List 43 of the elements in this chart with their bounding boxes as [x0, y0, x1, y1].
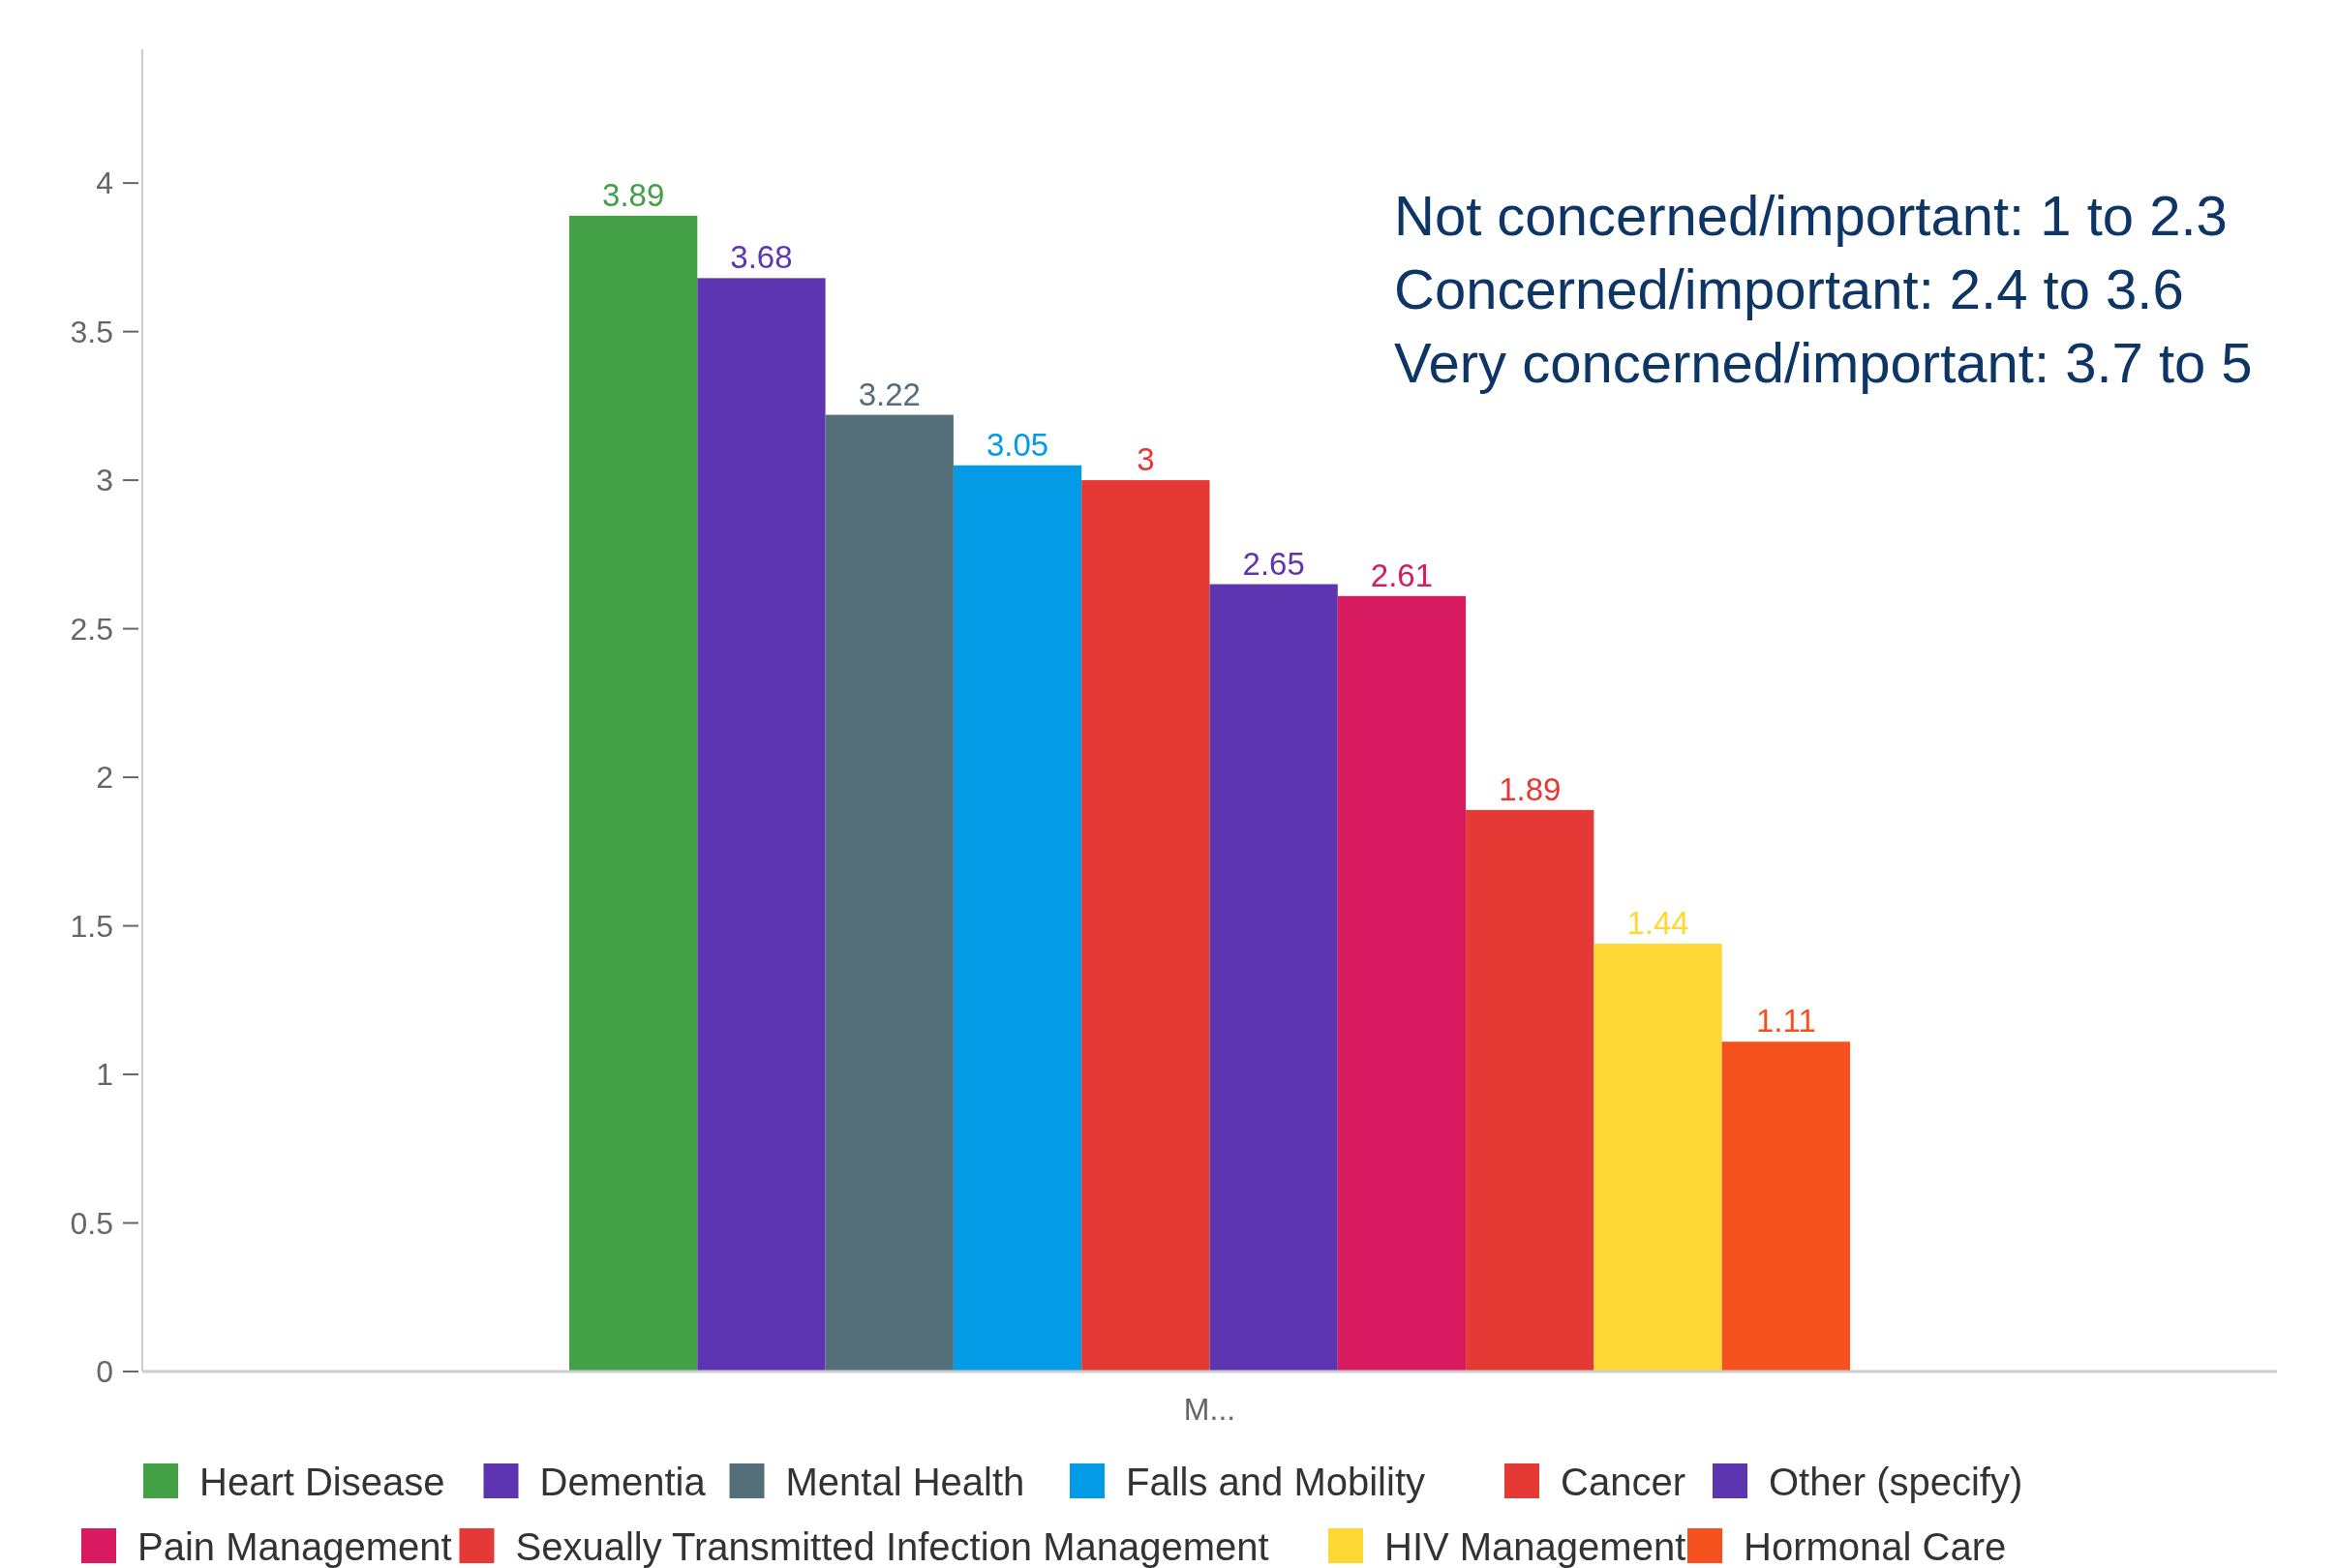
legend-label: Heart Disease	[199, 1461, 445, 1503]
bar	[1721, 1041, 1850, 1372]
y-tick-label: 2.5	[70, 611, 113, 647]
annotation: Not concerned/important: 1 to 2.3	[1394, 184, 2228, 247]
annotation: Concerned/important: 2.4 to 3.6	[1394, 257, 2184, 320]
legend-label: Cancer	[1561, 1461, 1685, 1503]
y-tick-label: 0.5	[70, 1205, 113, 1241]
data-label: 2.65	[1242, 545, 1305, 582]
legend-label: Mental Health	[785, 1461, 1025, 1503]
y-tick-label: 4	[96, 166, 113, 201]
data-label: 3.05	[986, 426, 1049, 463]
legend-label: Other (specify)	[1769, 1461, 2023, 1503]
data-label: 1.89	[1499, 770, 1562, 807]
legend-label: Dementia	[539, 1461, 707, 1503]
bar	[1593, 943, 1722, 1372]
bar	[953, 465, 1082, 1372]
data-label: 3	[1137, 441, 1155, 478]
data-label: 1.11	[1755, 1003, 1816, 1040]
y-tick-label: 2	[96, 760, 113, 796]
y-tick-label: 0	[96, 1354, 113, 1389]
data-label: 3.89	[602, 176, 665, 213]
bar	[825, 414, 954, 1372]
x-tick-label: M...	[1183, 1392, 1236, 1427]
bar	[1466, 809, 1594, 1372]
y-tick-label: 3	[96, 463, 113, 498]
legend-label: HIV Management	[1384, 1525, 1686, 1568]
data-label: 3.68	[730, 239, 793, 276]
annotation: Very concerned/important: 3.7 to 5	[1394, 331, 2253, 394]
legend-label: Pain Management	[137, 1525, 452, 1568]
y-tick-label: 1.5	[70, 908, 113, 944]
bar	[1337, 595, 1467, 1372]
bar	[697, 278, 826, 1372]
bar	[1081, 480, 1210, 1372]
y-tick-label: 1	[96, 1057, 113, 1093]
data-label: 2.61	[1370, 557, 1434, 593]
bar	[569, 215, 698, 1372]
legend-label: Sexually Transmitted Infection Management	[515, 1525, 1269, 1568]
data-label: 1.44	[1626, 904, 1689, 941]
data-label: 3.22	[858, 376, 921, 412]
bar	[1209, 584, 1338, 1372]
legend-label: Hormonal Care	[1744, 1525, 2007, 1568]
y-tick-label: 3.5	[70, 314, 113, 349]
legend-label: Falls and Mobility	[1126, 1461, 1426, 1503]
